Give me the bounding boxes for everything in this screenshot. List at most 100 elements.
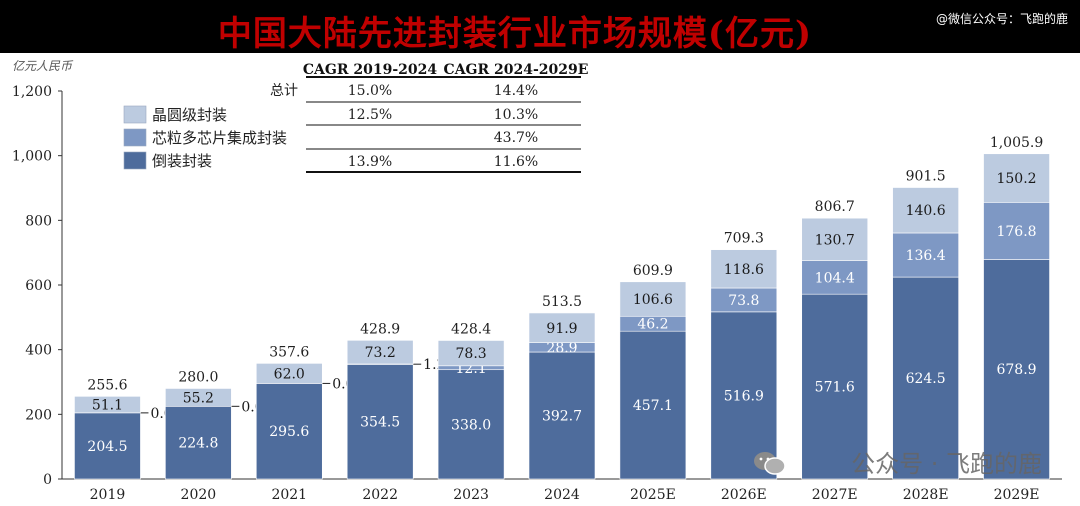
legend-label: 芯粒多芯片集成封装 bbox=[152, 129, 287, 147]
data-label: 678.9 bbox=[996, 362, 1036, 378]
data-label: 295.6 bbox=[269, 424, 309, 440]
legend-swatch bbox=[123, 151, 147, 170]
y-tick-label: 1,200 bbox=[12, 84, 52, 100]
cagr-value: 12.5% bbox=[348, 107, 392, 123]
x-tick-label: 2024 bbox=[544, 487, 580, 503]
bar-segment bbox=[892, 187, 959, 234]
data-label: 78.3 bbox=[456, 346, 487, 362]
data-label: 338.0 bbox=[451, 417, 491, 433]
x-tick-label: 2027E bbox=[812, 487, 858, 503]
bar-segment bbox=[74, 412, 141, 480]
bar-segment bbox=[710, 249, 778, 289]
data-label: 150.2 bbox=[996, 171, 1036, 187]
x-tick-label: 2020 bbox=[181, 487, 217, 503]
total-label: 609.9 bbox=[633, 263, 673, 279]
data-label: 136.4 bbox=[906, 248, 946, 264]
bar-segment bbox=[437, 369, 505, 480]
bar-segment bbox=[346, 364, 414, 480]
total-label: 709.3 bbox=[724, 231, 764, 247]
chart-title: 中国大陆先进封装行业市场规模(亿元) bbox=[217, 14, 813, 54]
y-tick-label: 800 bbox=[25, 213, 52, 229]
bar-segment bbox=[801, 293, 869, 480]
data-label: 46.2 bbox=[637, 317, 668, 333]
cagr-value: 15.0% bbox=[348, 83, 392, 99]
total-label: 901.5 bbox=[906, 169, 946, 185]
data-label: 91.9 bbox=[546, 321, 577, 337]
bar-segment bbox=[528, 351, 596, 480]
legend-swatch bbox=[123, 105, 147, 124]
legend-swatch bbox=[123, 128, 147, 147]
cagr-value: 11.6% bbox=[494, 154, 538, 170]
data-label: 73.8 bbox=[728, 293, 759, 309]
total-label: 428.9 bbox=[360, 321, 400, 337]
bar-segment bbox=[892, 276, 959, 480]
total-label: 806.7 bbox=[815, 199, 855, 215]
bar-segment bbox=[801, 217, 869, 261]
data-label: 392.7 bbox=[542, 409, 582, 425]
x-tick-label: 2019 bbox=[90, 487, 126, 503]
bar-segment bbox=[437, 340, 505, 367]
x-tick-label: 2022 bbox=[362, 487, 398, 503]
data-label: 354.5 bbox=[360, 415, 400, 431]
data-label: 130.7 bbox=[815, 232, 855, 248]
y-tick-label: 200 bbox=[25, 407, 52, 423]
x-tick-label: 2025E bbox=[630, 487, 676, 503]
bar-segment bbox=[619, 330, 687, 480]
cagr-header: CAGR 2019-2024 bbox=[303, 62, 437, 78]
data-label: 106.6 bbox=[633, 292, 673, 308]
x-tick-label: 2021 bbox=[271, 487, 307, 503]
bar-segment bbox=[892, 232, 959, 278]
bar-segment bbox=[74, 396, 141, 414]
y-tick-label: 1,000 bbox=[12, 149, 52, 165]
bar-segment bbox=[801, 260, 869, 295]
cagr-value: 14.4% bbox=[494, 83, 538, 99]
bar-segment bbox=[346, 340, 414, 365]
x-tick-label: 2023 bbox=[453, 487, 489, 503]
data-label: 55.2 bbox=[183, 390, 214, 406]
y-tick-label: 400 bbox=[25, 343, 52, 359]
data-label: 62.0 bbox=[274, 366, 305, 382]
watermark-text: 公众号 · 飞跑的鹿 bbox=[851, 450, 1042, 478]
bar-segment bbox=[983, 153, 1050, 203]
data-label: 624.5 bbox=[906, 371, 946, 387]
credit-text: @微信公众号：飞跑的鹿 bbox=[935, 12, 1068, 26]
data-label: 51.1 bbox=[92, 398, 123, 414]
data-label: 176.8 bbox=[996, 224, 1036, 240]
data-label: 104.4 bbox=[815, 270, 855, 286]
bar-segment bbox=[983, 259, 1050, 480]
bar-segment bbox=[710, 311, 778, 480]
data-label: 118.6 bbox=[724, 262, 764, 278]
x-tick-label: 2029E bbox=[994, 487, 1040, 503]
data-label: 28.9 bbox=[546, 340, 577, 356]
total-label: 357.6 bbox=[269, 344, 309, 360]
y-tick-label: 0 bbox=[43, 472, 52, 488]
legend-label: 晶圆级封装 bbox=[152, 106, 227, 124]
data-label: 140.6 bbox=[906, 203, 946, 219]
bar-segment bbox=[165, 406, 232, 480]
bar-segment bbox=[983, 202, 1050, 260]
bar-segment bbox=[528, 312, 596, 343]
x-tick-label: 2026E bbox=[721, 487, 767, 503]
y-tick-label: 600 bbox=[25, 278, 52, 294]
data-label: 224.8 bbox=[178, 436, 218, 452]
x-tick-label: 2028E bbox=[903, 487, 949, 503]
bar-segment bbox=[619, 281, 687, 317]
cagr-value: 10.3% bbox=[494, 107, 538, 123]
y-axis-unit: 亿元人民币 bbox=[12, 59, 73, 73]
bar-segment bbox=[255, 383, 323, 480]
total-label: 428.4 bbox=[451, 321, 491, 337]
legend-label: 倒装封装 bbox=[152, 152, 212, 170]
data-label: 73.2 bbox=[365, 345, 396, 361]
cagr-header: CAGR 2024-2029E bbox=[444, 62, 589, 78]
bar-segment bbox=[165, 388, 232, 407]
data-label: 516.9 bbox=[724, 388, 764, 404]
cagr-value: 13.9% bbox=[348, 154, 392, 170]
wechat-icon bbox=[754, 452, 786, 475]
data-label: 571.6 bbox=[815, 380, 855, 396]
total-label: 280.0 bbox=[178, 369, 218, 385]
data-label: 457.1 bbox=[633, 398, 673, 414]
total-label: 513.5 bbox=[542, 294, 582, 310]
total-label: 255.6 bbox=[87, 377, 127, 393]
